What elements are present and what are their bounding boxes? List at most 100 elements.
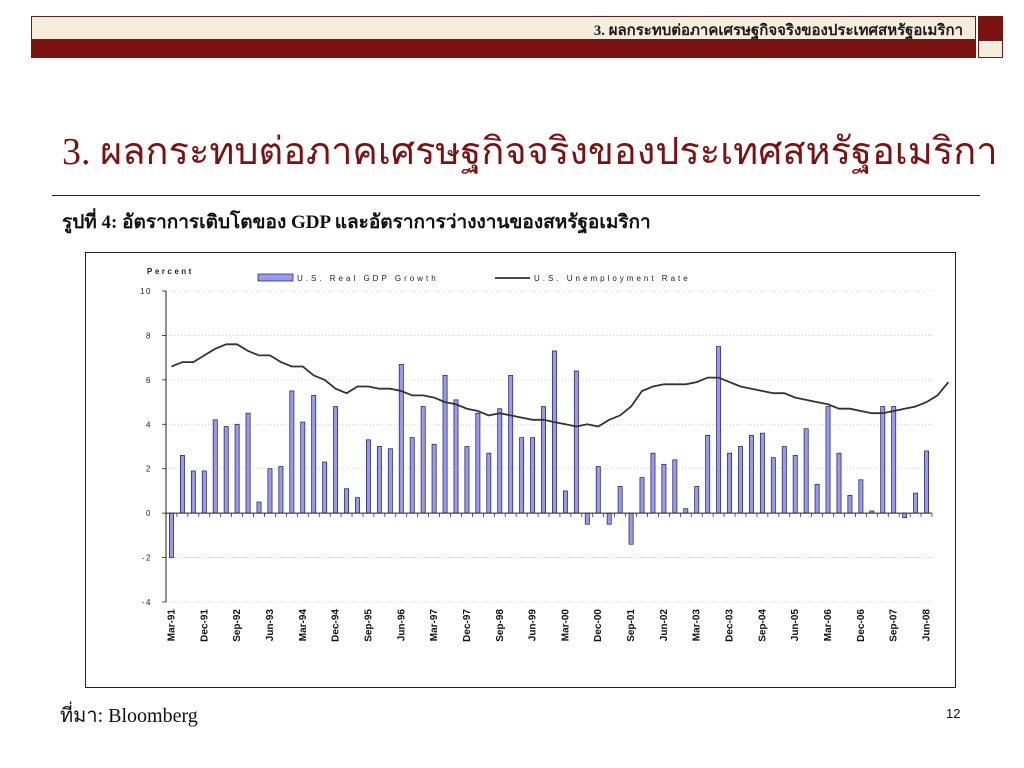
gdp-bar <box>443 375 447 513</box>
x-tick-label: Jun-96 <box>396 609 407 642</box>
gdp-unemployment-chart: -4 -2 0 2 4 6 8 10 Mar-91 Dec-91 Sep-92 Jun-93 Mar-9… <box>86 253 954 686</box>
gdp-bar <box>213 420 217 513</box>
y-tick-label: -4 <box>142 598 152 607</box>
x-tick-label: Dec-00 <box>593 609 604 642</box>
x-tick-label: Sep-95 <box>363 609 374 642</box>
y-tick-label: 2 <box>146 465 152 474</box>
y-tick-label: 4 <box>146 420 152 429</box>
x-tick-label: Mar-06 <box>823 609 834 642</box>
gdp-bar <box>651 453 655 513</box>
gdp-bar <box>881 407 885 514</box>
gdp-bar <box>640 478 644 514</box>
gdp-bar <box>191 471 195 513</box>
gdp-bar <box>388 449 392 513</box>
x-tick-label: Mar-97 <box>429 609 440 642</box>
gdp-bar <box>585 513 589 524</box>
gdp-bar <box>618 486 622 513</box>
gdp-bar <box>366 440 370 513</box>
gdp-bar <box>377 447 381 514</box>
header-band-dark <box>31 40 976 58</box>
gdp-bar <box>334 407 338 514</box>
gdp-bar <box>520 438 524 514</box>
gdp-bar <box>738 447 742 514</box>
x-tick-label: Sep-92 <box>232 609 243 642</box>
gdp-bar <box>355 498 359 514</box>
gdp-bar <box>760 433 764 513</box>
x-tick-label: Jun-93 <box>265 609 276 642</box>
gdp-bar <box>235 424 239 513</box>
x-tick-label: Sep-01 <box>626 609 637 642</box>
gdp-bar <box>476 413 480 513</box>
gdp-bar <box>246 413 250 513</box>
x-tick-label: Sep-04 <box>757 609 768 642</box>
gdp-bar <box>498 409 502 513</box>
gdp-bar <box>169 513 173 557</box>
gdp-bar <box>454 400 458 513</box>
gdp-bar <box>531 438 535 514</box>
gdp-bar <box>717 347 721 514</box>
gdp-bar <box>914 493 918 513</box>
gdp-bar <box>202 471 206 513</box>
header-bar: 3. ผลกระทบต่อภาคเศรษฐกิจจริงของประเทศสหร… <box>31 16 1003 58</box>
gdp-bar <box>301 422 305 513</box>
gdp-bar <box>487 453 491 513</box>
gdp-bar <box>662 464 666 513</box>
gdp-bar <box>892 407 896 514</box>
y-axis-label: Percent <box>147 267 194 276</box>
x-tick-label: Dec-97 <box>462 609 473 642</box>
gdp-bar <box>924 451 928 513</box>
gdp-bar <box>607 513 611 524</box>
gdp-bar <box>837 453 841 513</box>
y-tick-label: 10 <box>140 287 152 296</box>
x-tick-label: Mar-91 <box>166 609 177 642</box>
legend-gdp-label: U.S. Real GDP Growth <box>297 274 439 283</box>
gdp-bar <box>629 513 633 544</box>
y-tick-label: 8 <box>146 331 152 340</box>
gdp-bar <box>749 435 753 513</box>
gdp-bar <box>903 513 907 517</box>
gdp-bar <box>771 458 775 514</box>
gdp-bar <box>180 455 184 513</box>
title-divider <box>52 195 980 196</box>
y-tick-label: 6 <box>146 376 152 385</box>
header-corner-square <box>978 16 1003 40</box>
gdp-bar <box>684 509 688 513</box>
x-tick-label: Sep-98 <box>495 609 506 642</box>
chart-frame: -4 -2 0 2 4 6 8 10 Mar-91 Dec-91 Sep-92 Jun-93 Mar-9… <box>85 252 956 688</box>
gdp-bar <box>509 375 513 513</box>
slide-title: 3. ผลกระทบต่อภาคเศรษฐกิจจริงของประเทศสหร… <box>62 120 998 181</box>
gdp-bar <box>695 486 699 513</box>
x-tick-label: Dec-91 <box>199 609 210 642</box>
gdp-bar <box>815 484 819 513</box>
gdp-bar <box>257 502 261 513</box>
gdp-bar <box>563 491 567 513</box>
gdp-bar <box>574 371 578 513</box>
gdp-bar <box>465 447 469 514</box>
gdp-bar <box>410 438 414 514</box>
y-tick-label: -2 <box>142 554 152 563</box>
x-tick-label: Jun-02 <box>659 609 670 642</box>
gdp-bar <box>727 453 731 513</box>
gdp-bar <box>224 427 228 514</box>
gdp-bar <box>552 351 556 513</box>
header-breadcrumb: 3. ผลกระทบต่อภาคเศรษฐกิจจริงของประเทศสหร… <box>594 18 963 42</box>
gdp-bar <box>826 407 830 514</box>
unemployment-line <box>172 344 949 426</box>
x-tick-label: Mar-94 <box>298 609 309 642</box>
gdp-bar <box>399 364 403 513</box>
gdp-bar <box>541 407 545 514</box>
gdp-bar <box>344 489 348 513</box>
gdp-bar <box>673 460 677 513</box>
gdp-bar <box>793 455 797 513</box>
x-tick-label: Dec-06 <box>856 609 867 642</box>
x-tick-label: Jun-05 <box>790 609 801 642</box>
gdp-bar <box>706 435 710 513</box>
x-tick-label: Mar-03 <box>692 609 703 642</box>
x-tick-label: Jun-99 <box>528 609 539 642</box>
x-tick-label: Dec-03 <box>725 609 736 642</box>
gdp-bar <box>323 462 327 513</box>
gdp-bar <box>848 495 852 513</box>
gdp-bar <box>804 429 808 513</box>
legend-gdp-swatch <box>258 274 293 281</box>
x-tick-label: Jun-08 <box>922 609 933 642</box>
